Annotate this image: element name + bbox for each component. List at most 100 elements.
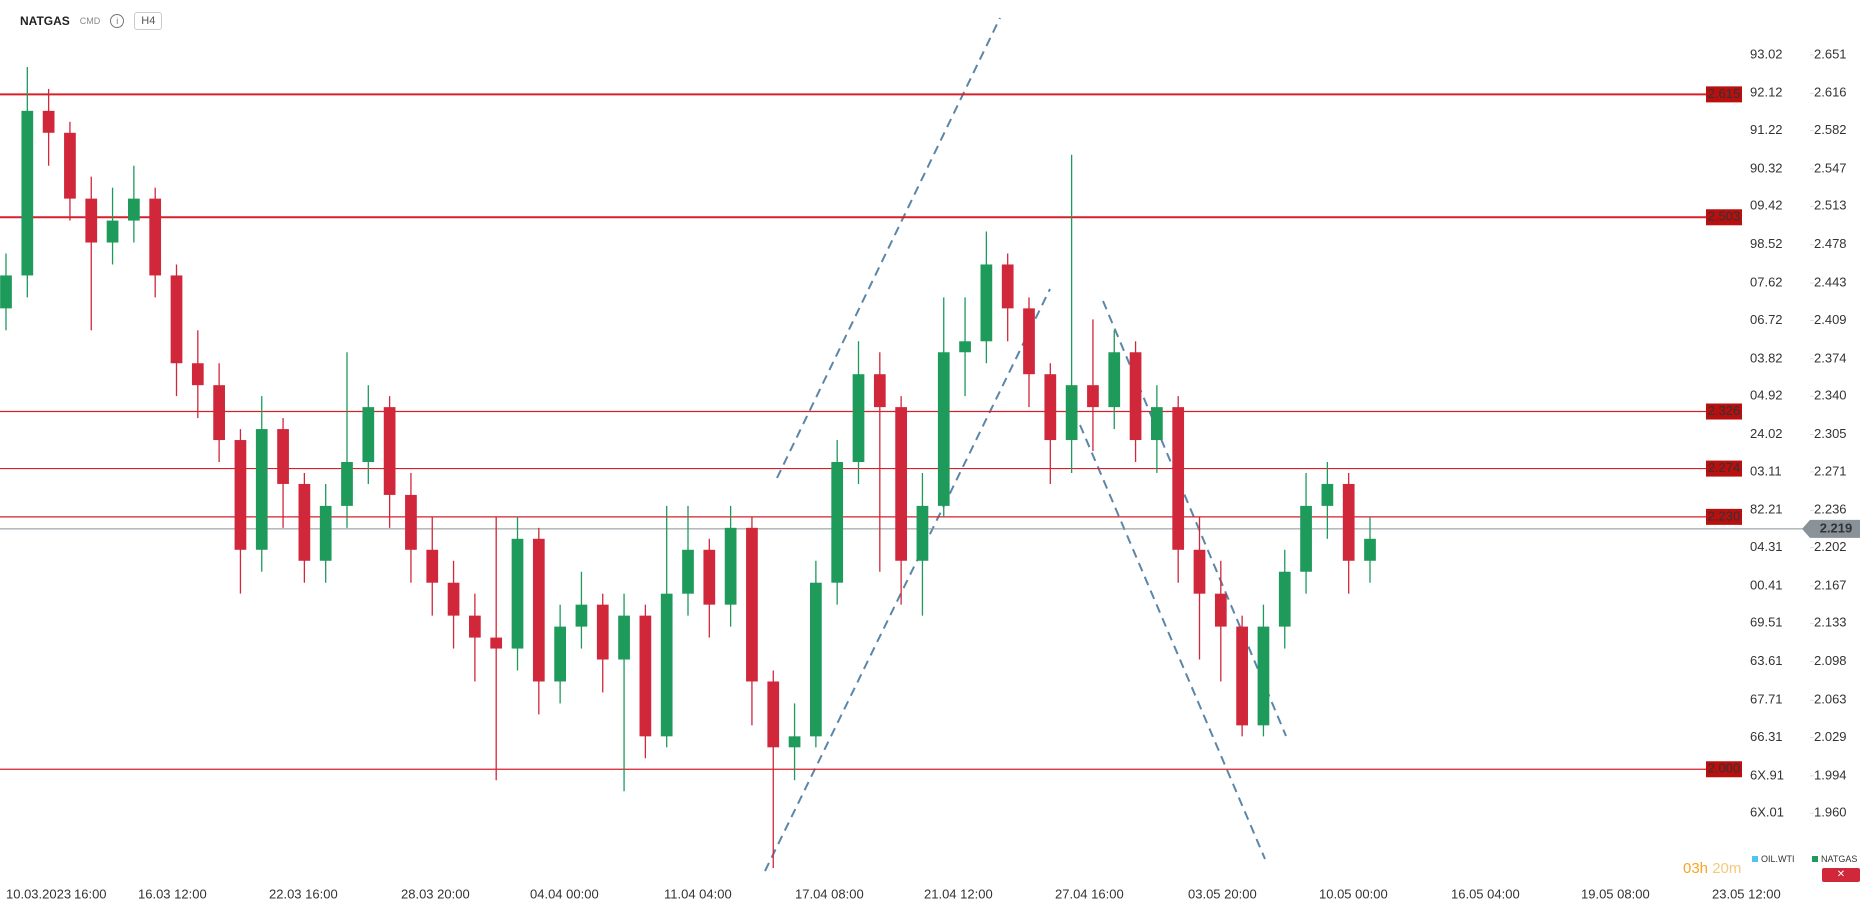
badge: CMD: [79, 16, 101, 26]
y-tick-label: 2.236: [1814, 502, 1847, 517]
candle-body: [234, 440, 247, 550]
last-price-label: 2.219: [1820, 520, 1853, 535]
candle-body: [639, 615, 652, 737]
candle-body: [831, 461, 844, 583]
candle-body: [511, 538, 524, 649]
x-tick-label: 19.05 08:00: [1581, 886, 1650, 901]
y2-tick-label: 98.52: [1750, 236, 1783, 251]
y2-tick-label: 00.41: [1750, 577, 1783, 592]
x-tick-label: 16.03 12:00: [138, 886, 207, 901]
y2-tick-label: 63.61: [1750, 653, 1783, 668]
y2-tick-label: 91.22: [1750, 122, 1783, 137]
candle-body: [64, 132, 76, 199]
y-tick-label: 2.513: [1814, 198, 1847, 213]
y2-tick-label: 6X.01: [1750, 805, 1784, 820]
candle-body: [618, 615, 630, 660]
candle-body: [1087, 385, 1099, 408]
y2-tick-label: 04.31: [1750, 539, 1783, 554]
candle-body: [554, 626, 566, 682]
toolbar: NATGAS CMD i H4: [20, 12, 163, 30]
x-tick-label: 10.05 00:00: [1319, 886, 1388, 901]
candle-body: [255, 429, 268, 550]
candle-body: [788, 736, 801, 748]
level-label-box: [1706, 209, 1742, 226]
candle-body: [1193, 549, 1206, 594]
y-tick-label: 2.167: [1814, 577, 1847, 592]
y-tick-label: 2.063: [1814, 692, 1847, 707]
level-label-box: [1706, 508, 1742, 525]
trendline: [764, 288, 1051, 872]
y2-tick-label: 6X.91: [1750, 767, 1784, 782]
candle-body: [42, 110, 55, 133]
x-tick-label: 11.04 04:00: [664, 886, 732, 901]
y-tick-label: 2.202: [1814, 539, 1847, 554]
y2-tick-label: 67.71: [1750, 692, 1783, 707]
remove-button[interactable]: ✕: [1822, 868, 1860, 882]
y2-tick-label: 66.31: [1750, 729, 1783, 744]
candle-body: [85, 198, 98, 243]
candle-body: [1001, 264, 1014, 309]
candle-body: [447, 582, 460, 616]
candle-body: [383, 407, 396, 495]
candle-body: [852, 374, 865, 462]
level-label: 2.230: [1708, 508, 1741, 523]
candle-body: [596, 604, 609, 660]
level-label: 2.615: [1708, 86, 1741, 101]
candle-body: [916, 505, 929, 561]
candle-body: [1364, 538, 1376, 561]
candle-body: [810, 582, 822, 737]
level-label-box: [1706, 460, 1742, 477]
info-button[interactable]: i: [110, 14, 125, 28]
trendlines: [764, 17, 1287, 872]
y2-tick-label: 09.42: [1750, 198, 1783, 213]
candle-body: [873, 374, 886, 408]
last-price-box: [1802, 519, 1860, 538]
y-tick-label: 2.582: [1814, 122, 1847, 137]
candle-body: [341, 461, 353, 506]
x-tick-label: 16:00: [74, 886, 107, 901]
y2-tick-label: 92.12: [1750, 85, 1783, 100]
timeframe-select[interactable]: H4: [134, 12, 163, 30]
y-tick-label: 1.994: [1814, 767, 1847, 782]
level-label-box: [1706, 403, 1742, 420]
x-tick-label: 16.05 04:00: [1451, 886, 1520, 901]
candle-body: [128, 198, 140, 221]
y2-tick-label: 06.72: [1750, 312, 1783, 327]
y-tick-label: 2.133: [1814, 615, 1847, 630]
level-label-box: [1706, 86, 1742, 103]
candle-body: [1278, 571, 1291, 627]
candle-body: [106, 220, 119, 243]
symbol[interactable]: NATGAS: [20, 14, 70, 28]
level-label-box: [1706, 761, 1742, 778]
candle-body: [405, 494, 417, 550]
candle-body: [319, 505, 332, 561]
y2-tick-label: 03.82: [1750, 350, 1783, 365]
candle-body: [469, 615, 481, 638]
level-label: 2.503: [1708, 209, 1741, 224]
countdown-minutes: 20m: [1712, 860, 1742, 877]
candle-body: [703, 549, 716, 605]
level-label: 2.000: [1708, 761, 1741, 776]
candle-body: [959, 341, 971, 353]
y-tick-label: 2.409: [1814, 312, 1847, 327]
candle-body: [1321, 483, 1334, 506]
legend-item[interactable]: NATGAS: [1812, 854, 1857, 864]
level-label: 2.274: [1708, 460, 1741, 475]
candle-body: [1129, 352, 1142, 441]
candle-body: [682, 549, 694, 594]
legend-item[interactable]: OIL.WTI: [1752, 854, 1795, 864]
candle-body: [213, 385, 225, 441]
candle-body: [895, 407, 907, 561]
trendline: [776, 17, 1001, 479]
y2-tick-label: 82.21: [1750, 502, 1783, 517]
countdown-hours: 03h: [1683, 860, 1709, 877]
candle-body: [532, 538, 545, 682]
candle-body: [277, 429, 289, 484]
y2-tick-label: 24.02: [1750, 426, 1783, 441]
candle-body: [490, 637, 503, 649]
y-tick-label: 2.271: [1814, 463, 1847, 478]
y-tick-label: 1.960: [1814, 805, 1847, 820]
level-label: 2.326: [1708, 403, 1741, 418]
x-tick-label: 27.04 16:00: [1055, 886, 1124, 901]
